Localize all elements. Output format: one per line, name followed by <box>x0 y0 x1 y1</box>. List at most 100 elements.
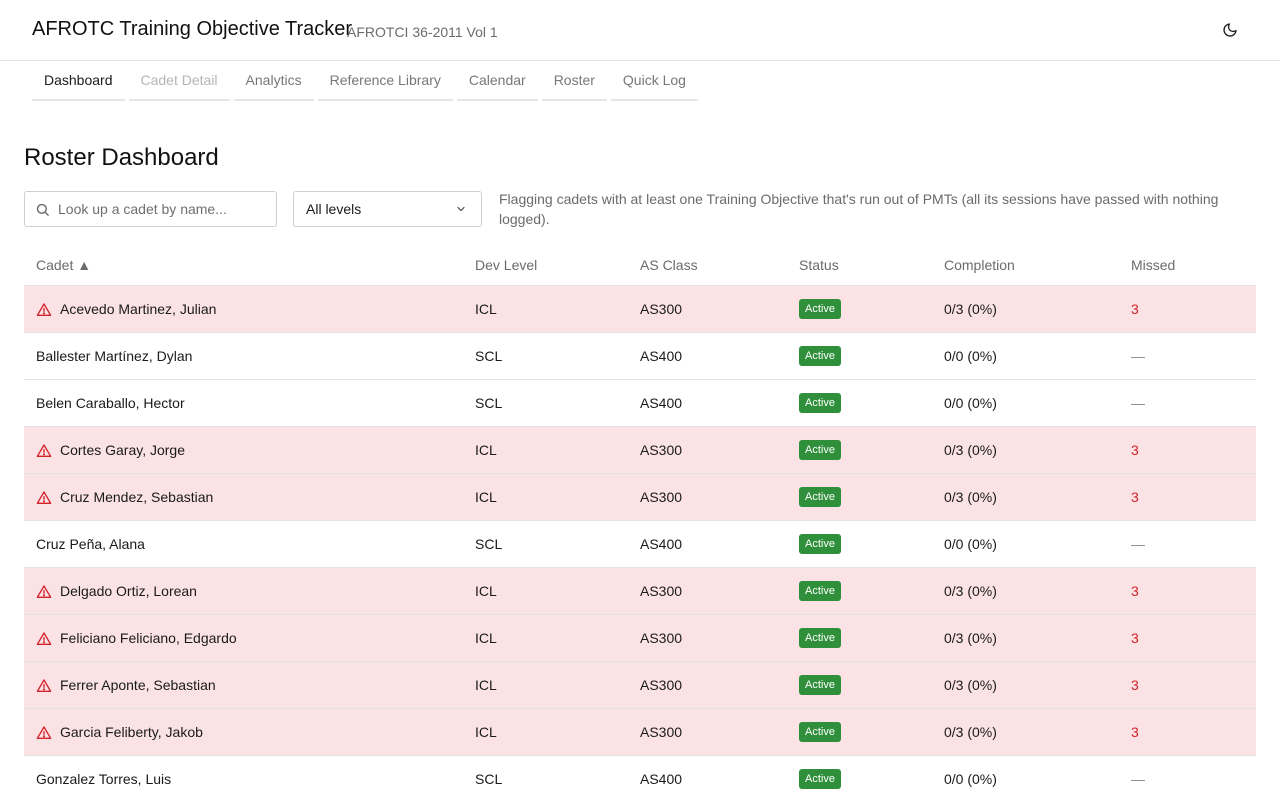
table-row[interactable]: Acevedo Martinez, Julian ICL AS300 Active 0/… <box>24 286 1256 333</box>
as-class: AS300 <box>640 677 683 693</box>
cadet-name[interactable]: Acevedo Martinez, Julian <box>60 301 217 317</box>
moon-icon <box>1223 23 1237 37</box>
status-badge: Active <box>799 675 841 695</box>
cadet-name[interactable]: Cruz Peña, Alana <box>36 536 145 552</box>
completion-value: 0/3 (0%) <box>944 724 997 740</box>
column-header-missed[interactable]: Missed <box>1131 257 1176 273</box>
app-header: AFROTC Training Objective Tracker AFROTC… <box>0 0 1280 61</box>
cadet-name[interactable]: Gonzalez Torres, Luis <box>36 771 172 787</box>
warning-triangle-icon <box>36 584 52 600</box>
cadet-name[interactable]: Ferrer Aponte, Sebastian <box>60 677 216 693</box>
dev-level: ICL <box>475 630 497 646</box>
warning-triangle-icon <box>36 725 52 741</box>
missed-count: 3 <box>1131 583 1139 599</box>
cadet-search-input[interactable] <box>58 201 268 217</box>
missed-count: 3 <box>1131 630 1139 646</box>
table-row[interactable]: Feliciano Feliciano, Edgardo ICL AS300 Acti… <box>24 615 1256 662</box>
status-badge: Active <box>799 769 841 789</box>
missed-count: 3 <box>1131 724 1139 740</box>
status-badge: Active <box>799 299 841 319</box>
table-body: Acevedo Martinez, Julian ICL AS300 Active 0/… <box>24 286 1256 800</box>
completion-value: 0/0 (0%) <box>944 395 997 411</box>
dev-level: ICL <box>475 724 497 740</box>
page-title: Roster Dashboard <box>24 144 219 171</box>
table-header: Cadet ▲ Dev Level AS Class Status Comple… <box>24 245 1256 286</box>
cadet-name[interactable]: Belen Caraballo, Hector <box>36 395 185 411</box>
table-row[interactable]: Cortes Garay, Jorge ICL AS300 Active 0/3 (0%… <box>24 427 1256 474</box>
missed-count: — <box>1131 771 1145 787</box>
missed-count: 3 <box>1131 301 1139 317</box>
status-cell: Active <box>799 581 841 601</box>
cadet-name[interactable]: Cruz Mendez, Sebastian <box>60 489 214 505</box>
status-badge: Active <box>799 346 841 366</box>
level-filter-value: All levels <box>306 201 362 217</box>
column-header-cadet[interactable]: Cadet ▲ <box>36 257 92 273</box>
table-row[interactable]: Garcia Feliberty, Jakob ICL AS300 Active 0/3… <box>24 709 1256 756</box>
cadet-search <box>24 191 277 227</box>
warning-triangle-icon <box>36 678 52 694</box>
completion-value: 0/0 (0%) <box>944 536 997 552</box>
status-cell: Active <box>799 534 841 554</box>
completion-value: 0/3 (0%) <box>944 489 997 505</box>
table-row[interactable]: Cruz Peña, Alana SCL AS400 Active 0/0 (0%) — <box>24 521 1256 568</box>
tab-cadet-detail[interactable]: Cadet Detail <box>128 61 230 101</box>
table-row[interactable]: Delgado Ortiz, Lorean ICL AS300 Active 0/3 (… <box>24 568 1256 615</box>
dev-level: ICL <box>475 583 497 599</box>
dev-level: ICL <box>475 489 497 505</box>
roster-table: Cadet ▲ Dev Level AS Class Status Comple… <box>24 245 1256 800</box>
as-class: AS300 <box>640 630 683 646</box>
table-row[interactable]: Gonzalez Torres, Luis SCL AS400 Active 0/0 (… <box>24 756 1256 800</box>
completion-value: 0/3 (0%) <box>944 442 997 458</box>
dev-level: ICL <box>475 301 497 317</box>
dev-level: ICL <box>475 677 497 693</box>
status-badge: Active <box>799 393 841 413</box>
tab-analytics[interactable]: Analytics <box>233 61 314 101</box>
missed-count: — <box>1131 348 1145 364</box>
dev-level: SCL <box>475 348 503 364</box>
cadet-name[interactable]: Ballester Martínez, Dylan <box>36 348 193 364</box>
completion-value: 0/0 (0%) <box>944 348 997 364</box>
table-row[interactable]: Cruz Mendez, Sebastian ICL AS300 Active 0/3 … <box>24 474 1256 521</box>
as-class: AS300 <box>640 489 683 505</box>
tab-quick-log[interactable]: Quick Log <box>610 61 698 101</box>
cadet-name[interactable]: Garcia Feliberty, Jakob <box>60 724 203 740</box>
column-header-as-class[interactable]: AS Class <box>640 257 698 273</box>
app-title: AFROTC Training Objective Tracker <box>32 18 353 40</box>
dev-level: ICL <box>475 442 497 458</box>
completion-value: 0/3 (0%) <box>944 630 997 646</box>
as-class: AS300 <box>640 583 683 599</box>
status-badge: Active <box>799 487 841 507</box>
column-header-completion[interactable]: Completion <box>944 257 1015 273</box>
column-header-status[interactable]: Status <box>799 257 839 273</box>
completion-value: 0/3 (0%) <box>944 677 997 693</box>
cadet-name[interactable]: Delgado Ortiz, Lorean <box>60 583 197 599</box>
as-class: AS400 <box>640 536 683 552</box>
dev-level: SCL <box>475 536 503 552</box>
missed-count: 3 <box>1131 677 1139 693</box>
chevron-down-icon <box>457 206 465 212</box>
completion-value: 0/3 (0%) <box>944 583 997 599</box>
status-cell: Active <box>799 440 841 460</box>
tab-roster[interactable]: Roster <box>541 61 607 101</box>
level-filter-select[interactable]: All levels <box>293 191 482 227</box>
completion-value: 0/3 (0%) <box>944 301 997 317</box>
dev-level: SCL <box>475 771 503 787</box>
status-badge: Active <box>799 440 841 460</box>
column-header-dev-level[interactable]: Dev Level <box>475 257 538 273</box>
tab-dashboard[interactable]: Dashboard <box>32 61 125 101</box>
flag-criteria-note: Flagging cadets with at least one Traini… <box>499 191 1219 227</box>
status-cell: Active <box>799 487 841 507</box>
tab-reference-library[interactable]: Reference Library <box>317 61 453 101</box>
status-cell: Active <box>799 769 841 789</box>
status-cell: Active <box>799 675 841 695</box>
tab-calendar[interactable]: Calendar <box>456 61 538 101</box>
status-badge: Active <box>799 534 841 554</box>
cadet-name[interactable]: Feliciano Feliciano, Edgardo <box>60 630 237 646</box>
table-row[interactable]: Ferrer Aponte, Sebastian ICL AS300 Active 0/… <box>24 662 1256 709</box>
theme-toggle-button[interactable] <box>1214 14 1246 46</box>
table-row[interactable]: Ballester Martínez, Dylan SCL AS400 Active 0… <box>24 333 1256 380</box>
table-row[interactable]: Belen Caraballo, Hector SCL AS400 Active 0/0… <box>24 380 1256 427</box>
warning-triangle-icon <box>36 490 52 506</box>
status-cell: Active <box>799 346 841 366</box>
cadet-name[interactable]: Cortes Garay, Jorge <box>60 442 186 458</box>
